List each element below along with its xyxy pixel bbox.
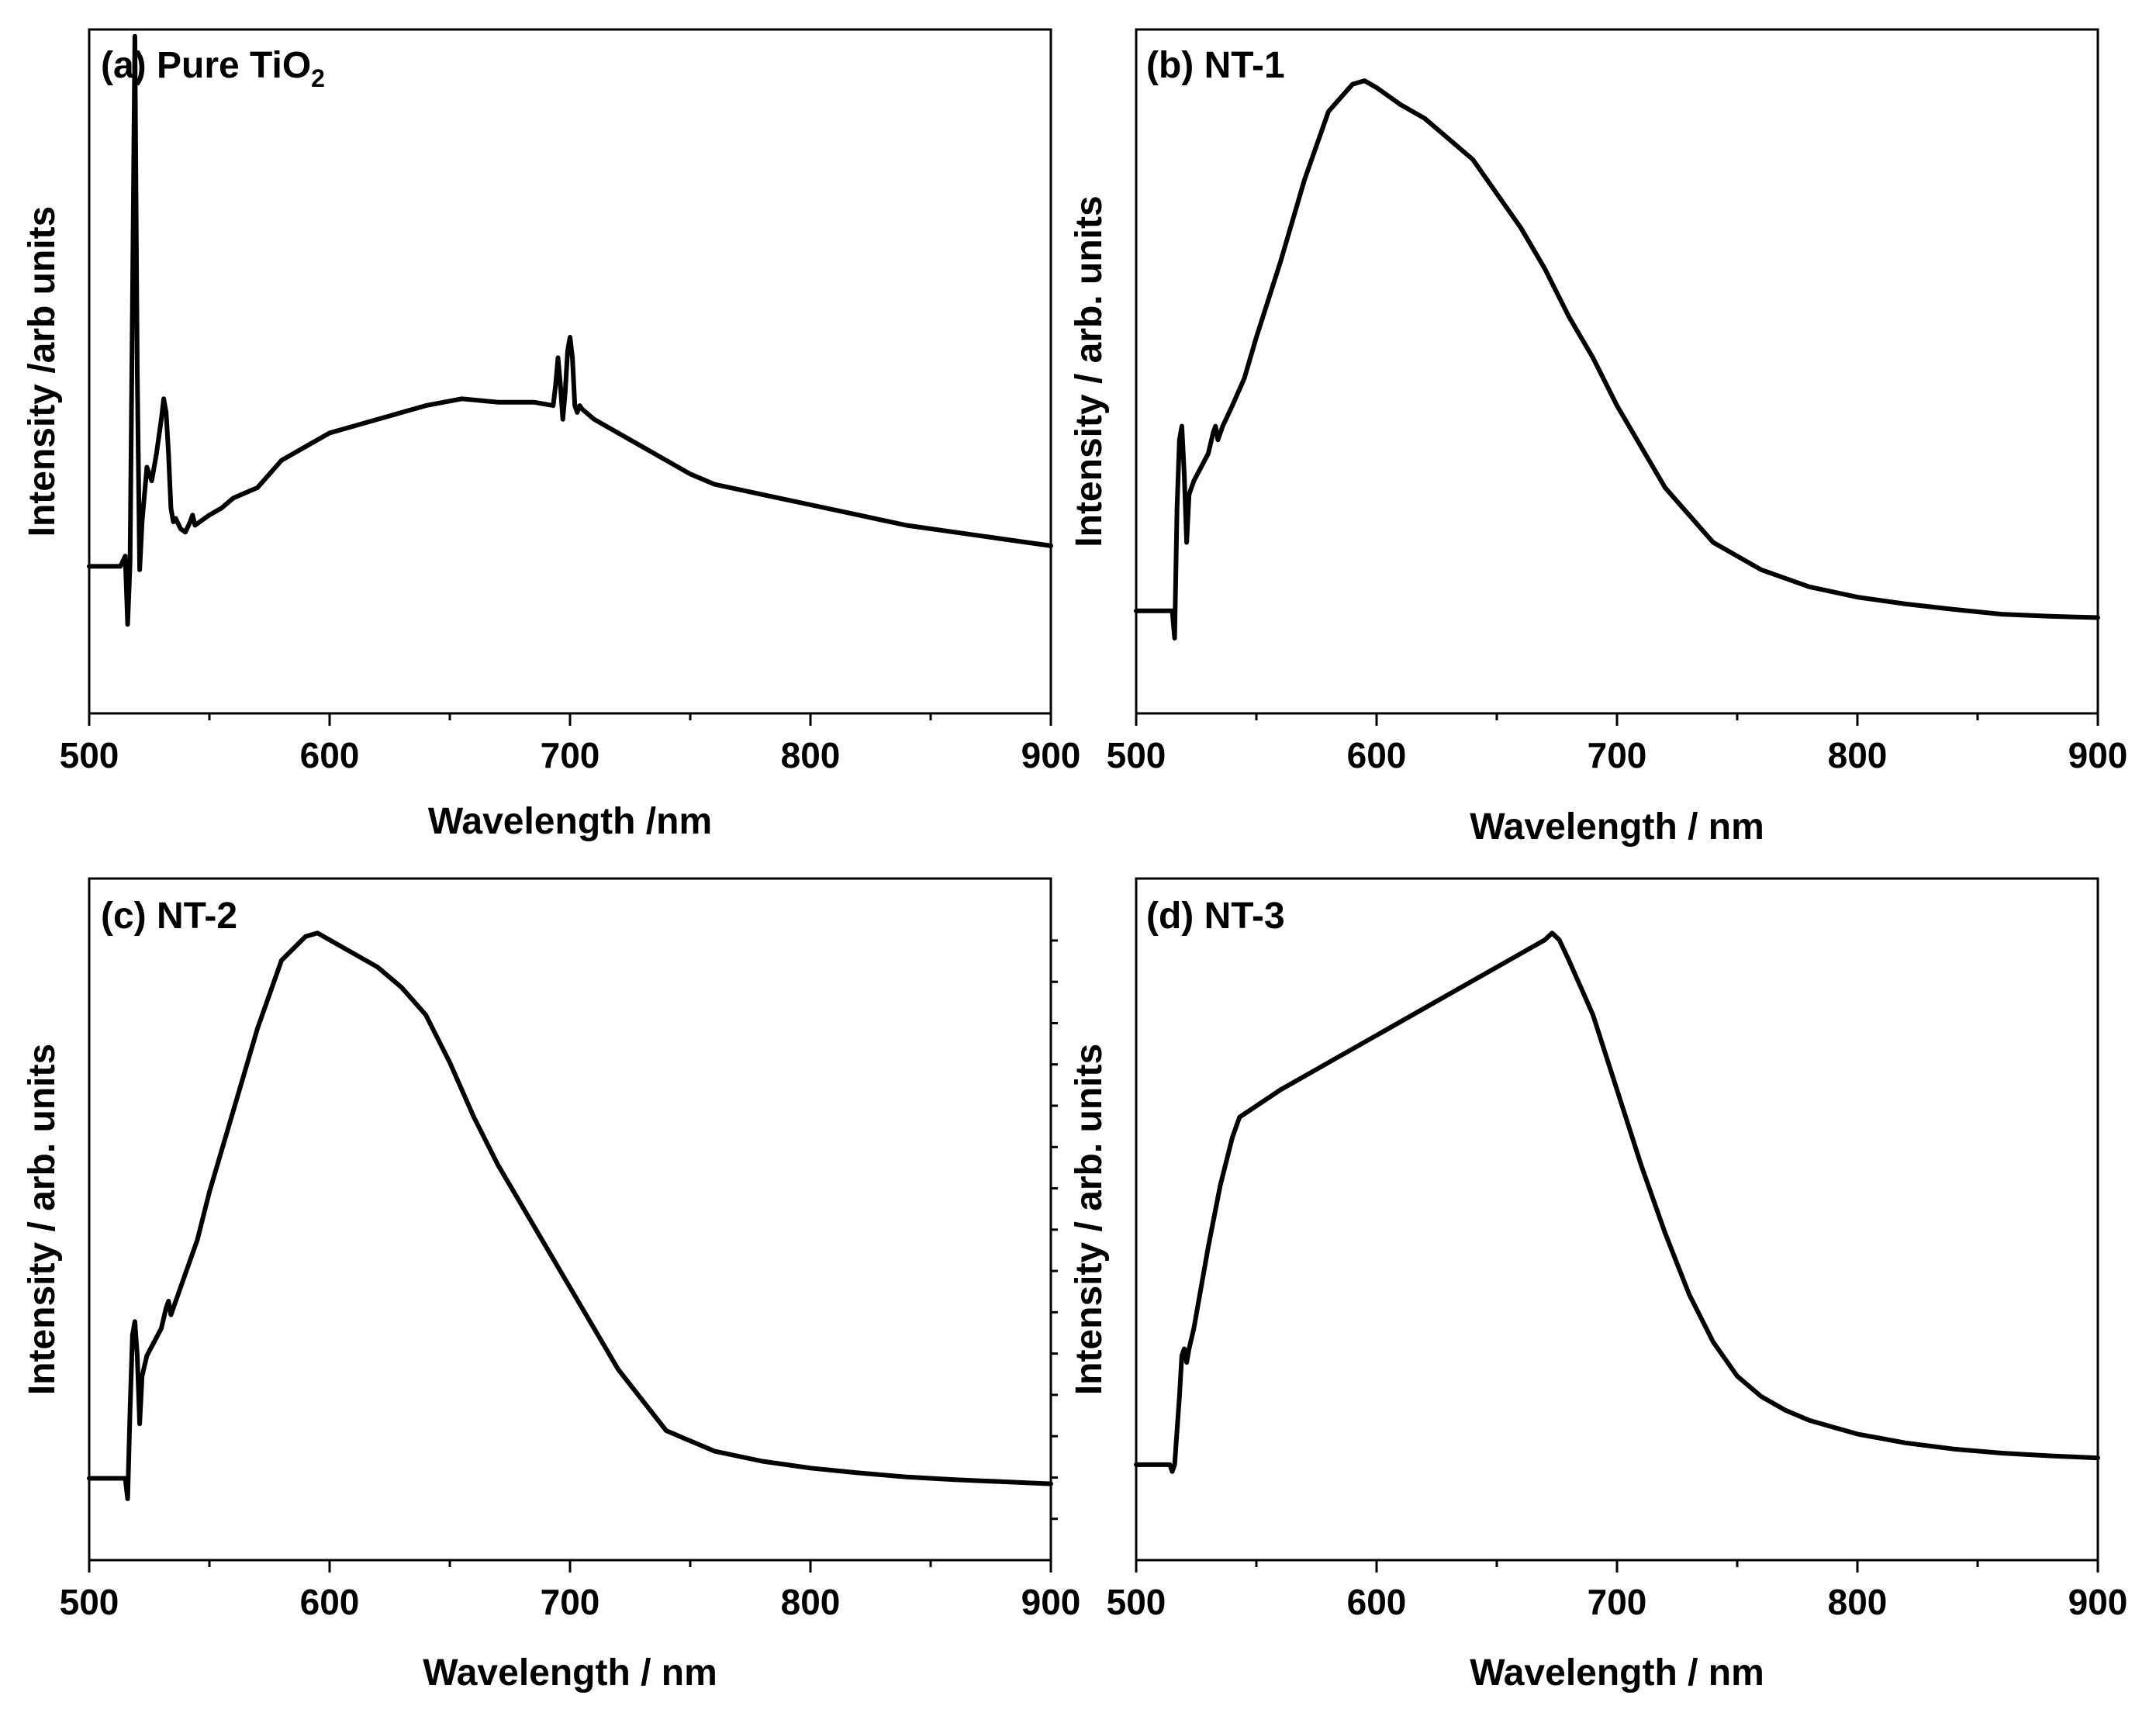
panel-d: 500 600 700 800 900 Wavelength / nm Intensity … <box>1069 877 2128 1693</box>
y-axis-title: Intensity / arb. units <box>1069 195 1110 547</box>
y-axis-title: Intensity / arb. units <box>1069 1044 1110 1395</box>
spectrum-line <box>1134 930 2100 1474</box>
x-axis-title: Wavelength /nm <box>428 801 712 842</box>
x-axis-title: Wavelength / nm <box>1470 806 1764 848</box>
spectrum-line <box>87 930 1053 1501</box>
x-tick-label: 700 <box>541 1582 600 1622</box>
x-tick-label: 900 <box>1021 1582 1081 1622</box>
x-tick-label: 600 <box>1347 1582 1407 1622</box>
panel-a: 500 600 700 800 900 Wavelength /nm Intensity /… <box>22 28 1081 842</box>
x-tick-label: 700 <box>1588 735 1647 775</box>
x-tick-label: 600 <box>300 1582 360 1622</box>
x-tick-label: 500 <box>60 1582 119 1622</box>
spectrum-line <box>1134 78 2100 640</box>
y-axis-title: Intensity /arb units <box>22 206 63 537</box>
x-tick-label: 900 <box>1021 735 1081 775</box>
x-axis-title: Wavelength / nm <box>423 1652 717 1693</box>
x-tick-label: 800 <box>1828 735 1888 775</box>
x-axis-title: Wavelength / nm <box>1470 1652 1764 1693</box>
x-tick-label: 700 <box>1588 1582 1647 1622</box>
x-tick-label: 800 <box>781 735 841 775</box>
panel-b: 500 600 700 800 900 Wavelength / nm Intensity … <box>1069 28 2128 848</box>
panel-label: (d) NT-3 <box>1146 896 1285 937</box>
x-tick-label: 700 <box>541 735 600 775</box>
x-tick-label: 900 <box>2068 735 2128 775</box>
y-axis-title: Intensity / arb. units <box>22 1044 63 1395</box>
x-tick-label: 600 <box>1347 735 1407 775</box>
x-tick-label: 500 <box>1107 1582 1166 1622</box>
spectrum-line <box>87 33 1053 627</box>
panel-label: (b) NT-1 <box>1146 45 1285 86</box>
x-tick-label: 900 <box>2068 1582 2128 1622</box>
panel-label: (a) Pure TiO2 <box>101 45 325 92</box>
x-tick-label: 800 <box>781 1582 841 1622</box>
x-tick-label: 500 <box>1107 735 1166 775</box>
x-tick-label: 500 <box>60 735 119 775</box>
x-tick-label: 800 <box>1828 1582 1888 1622</box>
panel-label-subscript: 2 <box>311 64 325 92</box>
x-tick-label: 600 <box>300 735 360 775</box>
panel-label: (c) NT-2 <box>101 896 237 937</box>
panel-c: 500 600 700 800 900 Wavelength / nm Intensity … <box>22 877 1081 1693</box>
